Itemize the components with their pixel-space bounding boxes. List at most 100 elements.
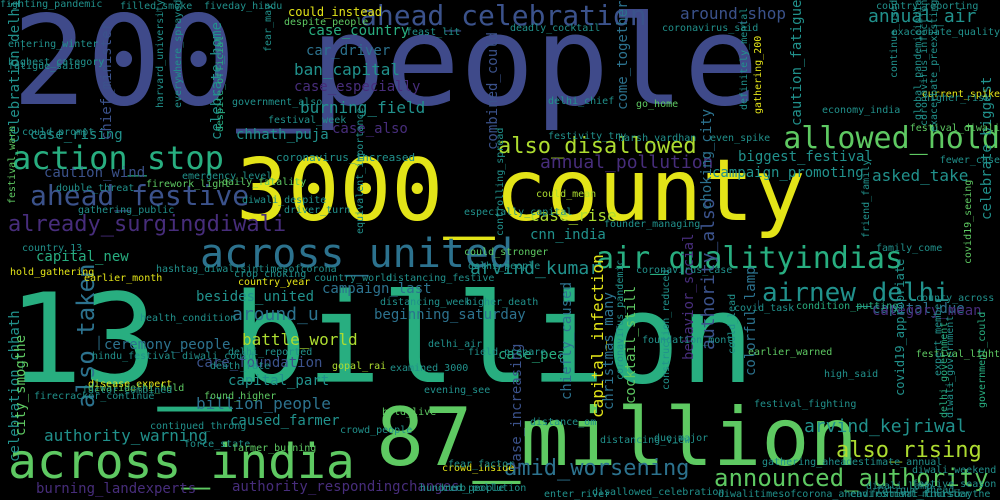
word-condition-putting: condition_putting [796, 301, 899, 312]
word-campaign-last: campaign_last [322, 281, 432, 297]
word-farmer-burning: farmer_burning [232, 443, 317, 454]
word-caution-wind: caution_wind [44, 165, 146, 181]
word-besides-united: besides_united [196, 289, 315, 305]
word-caution-fatigue: caution_fatigue [789, 0, 805, 127]
word-gopal-rai: gopal_rai [332, 361, 387, 372]
word-caused-farmer: caused_farmer [230, 413, 340, 429]
word-authority-respondingchanges: authority_respondingchanges [232, 479, 460, 495]
word-high-said: high_said [824, 369, 879, 380]
word-environment-minister: environment_minister [850, 489, 971, 500]
word-economy-india: economy_india [822, 105, 901, 116]
word-exacerbate-preexisting: exacerbate_preexisting [929, 0, 940, 133]
word-case-also: case_also [332, 121, 408, 137]
word-emergency-level: emergency_level [182, 171, 273, 182]
word-delhi-reported: delhi_reported [228, 347, 313, 358]
word-country-reporting: country_reporting [876, 1, 979, 12]
word-biggest-festival: biggest_festival [738, 149, 873, 165]
word-ahead-festive: ahead_festive [30, 179, 250, 212]
word-friend-family: friend_family [861, 159, 872, 238]
word-diwali-lamp: diwali_lamp [866, 481, 933, 492]
word-found-higher: found_higher [204, 391, 277, 402]
word-equivalent-importance: equivalent_importance [355, 107, 366, 234]
word-distancing-view: distancing_view [600, 435, 691, 446]
word-annual-air: annual_air [868, 6, 977, 27]
word-also-disallowed: also_disallowed [498, 134, 697, 159]
word-deadly-cocktail: deadly_cocktail [510, 23, 601, 34]
word-due-major: due_major [654, 433, 709, 444]
word-delhi-people: delhi_people [468, 261, 541, 272]
word-cocktail-still: cocktail_still [623, 285, 639, 404]
word-highest-category: highest_category [8, 57, 105, 68]
word-festival-week: festival_week [268, 115, 347, 126]
word-ahead-celebration: ahead_celebration [360, 0, 647, 32]
word-diwali-weekend: diwali_weekend [912, 465, 997, 476]
word-could-mean: could_mean [536, 189, 597, 200]
word-global-pandemicindia: global_pandemicindia [913, 0, 924, 121]
word-case-rising: case_rising [30, 127, 123, 143]
word-capital-new: capital_new [36, 249, 129, 265]
word-higher-death: higher_death [466, 297, 539, 308]
word-founder-managing: founder_managing [604, 219, 701, 230]
word-hold-gathering: hold_gathering [10, 267, 95, 278]
word-case-country: case_country [308, 23, 410, 39]
word-coronavirus-increased: coronavirus_increased [276, 151, 416, 164]
word-around-shop: around_shop [680, 4, 786, 23]
word-burning-field: burning_field [300, 98, 426, 117]
word-festival-fighting: festival_fighting [754, 399, 857, 410]
word-evening-see: evening_see [424, 385, 491, 396]
word-christmas-many: christmas_many [601, 291, 617, 410]
word-around-u: around_u [232, 304, 319, 325]
word-announced-authority: announced_authority [714, 464, 989, 492]
word-everywhere-sprayed: everywhere_sprayed [173, 0, 184, 109]
word-country-year: country_year [238, 277, 311, 288]
word-fear-may: fear_may [263, 3, 274, 52]
word-fatigue-ahead: fatigue_ahead [876, 485, 955, 496]
word-fear-factor: fear_factor [448, 459, 515, 470]
word-hundred-people: hundred_people [420, 483, 505, 494]
word-government-also: government_also [232, 97, 323, 108]
word-diwali-despite: diwali_despite [242, 195, 327, 206]
word-firecracker-continue: firecracker_continue [34, 391, 155, 402]
word-care-foundation: care_foundation [196, 355, 323, 371]
word-distancing-festive: distancing_festive [386, 273, 495, 284]
word-family-come: family_come [876, 243, 943, 254]
word-crowd-inside: crowd_inside [442, 463, 515, 474]
word-diwali-could: diwali_could [182, 351, 255, 362]
word-covid-task: covid_task [734, 303, 795, 314]
word-13-billion: 13_billion [8, 268, 755, 412]
word-coronavirus-case: coronavirus_case [636, 265, 733, 276]
word-case-increasing: case_increasing [509, 343, 525, 470]
word-foundation-mont: foundation_mont [642, 335, 733, 346]
word-gathering-ahead: gathering_ahead [762, 457, 853, 468]
word-factor-combined: factor_combined [82, 385, 173, 396]
word-fighting-pandemic: fighting_pandemic [0, 0, 103, 10]
word-chiefly-caused: chiefly_caused [559, 281, 575, 400]
word-amid-worsening: amid_worsening [504, 456, 690, 481]
word-field-prepare: field_prepare [468, 347, 547, 358]
word-authority-warning: authority_warning [44, 426, 208, 445]
word-case-rise: case_rise [530, 206, 617, 225]
word-higher-risk: higher_risk [924, 93, 991, 104]
word-festival-warn: festival_warn [7, 125, 18, 204]
word-country-13: country_13 [22, 243, 83, 254]
word-crop-choking: crop_choking [234, 269, 307, 280]
word-87-million: 87_million [376, 391, 858, 484]
word-could-instead: could_instead [288, 5, 382, 19]
word-firework-light: firework_light [146, 179, 231, 190]
word-arvind-kumar: arvind_kumar [470, 258, 601, 279]
word-coronavirus-pandemic: coronavirus_pandemic [615, 259, 626, 380]
word-daily-fatality: daily_fatality [222, 177, 307, 188]
word-driver-turn: driver_turn [284, 205, 351, 216]
word-already-surgingdiwali: already_surgingdiwali [8, 212, 287, 237]
word-country-world: country_world [314, 273, 393, 284]
word-festival-light: festival_light [915, 349, 1000, 360]
word-allowed-hold: allowed_hold [783, 121, 1000, 156]
word-chief-minister: chief_minister [99, 21, 115, 140]
word-enter-river: enter_river [544, 489, 611, 500]
word-capital-due: capital_due [872, 301, 965, 317]
word-even-spike: even_spike [710, 133, 771, 144]
word-action-stop: action_stop [12, 139, 224, 177]
word-come-together: come_together [615, 0, 631, 110]
word-asked-take: asked_take [872, 166, 969, 185]
word-arvind-kejriwal: arvind_kejriwal [804, 416, 967, 437]
